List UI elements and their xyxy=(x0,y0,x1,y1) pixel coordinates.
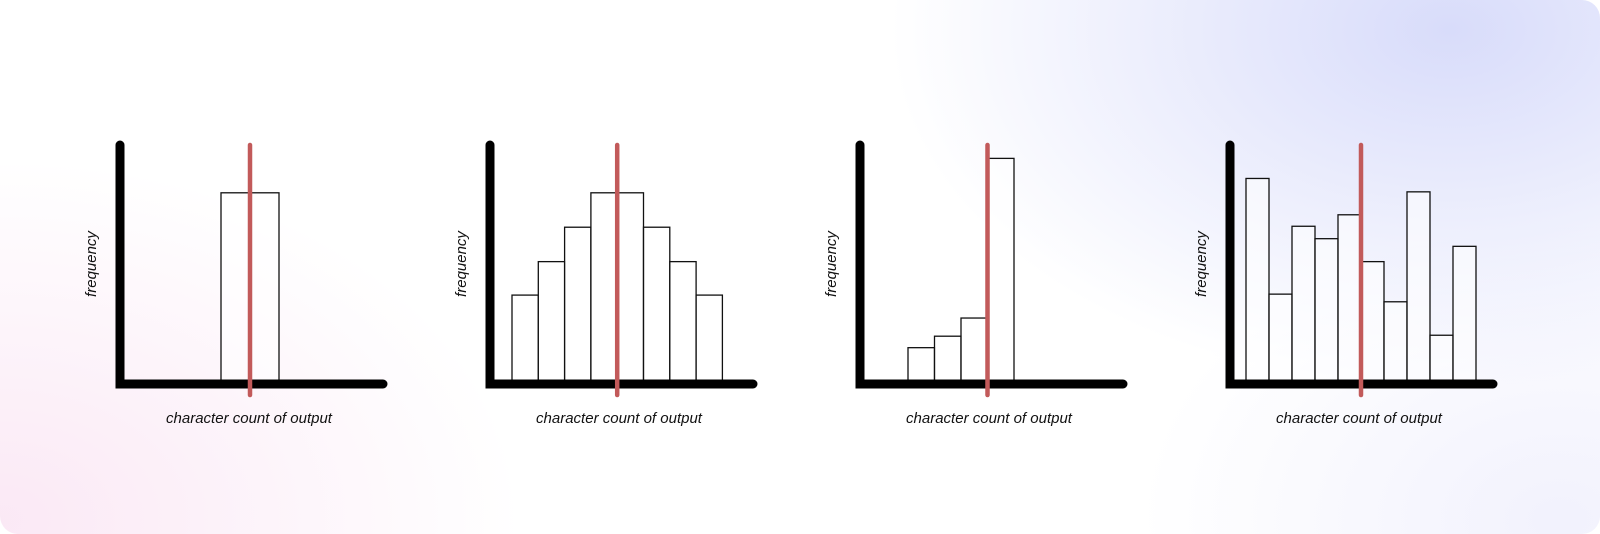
histogram-bar xyxy=(960,317,989,385)
histogram-2-svg: frequency character count of output xyxy=(453,140,758,427)
axes xyxy=(115,140,388,389)
histogram-bar xyxy=(695,294,724,385)
x-axis-label: character count of output xyxy=(1276,410,1443,427)
axes xyxy=(855,140,1128,389)
histogram-bar xyxy=(642,226,671,385)
histogram-4: frequency character count of output xyxy=(1190,0,1590,534)
axes xyxy=(1225,140,1498,389)
histogram-bar xyxy=(1245,177,1270,385)
axes xyxy=(485,140,758,389)
histogram-bar xyxy=(1360,260,1385,385)
y-axis-label: frequency xyxy=(453,230,470,297)
histogram-bar xyxy=(616,192,645,385)
histogram-bar xyxy=(220,192,251,385)
histogram-bar xyxy=(249,192,280,385)
x-axis-label: character count of output xyxy=(166,410,333,427)
histogram-bar xyxy=(537,260,566,385)
y-axis-label: frequency xyxy=(823,230,840,297)
y-axis-label: frequency xyxy=(1193,230,1210,297)
histogram-bar xyxy=(1268,293,1293,385)
histogram-bar xyxy=(590,192,618,385)
x-axis-label: character count of output xyxy=(536,410,703,427)
histogram-bar xyxy=(1383,301,1408,385)
histogram-bar xyxy=(511,294,539,385)
histogram-bar xyxy=(1452,245,1477,385)
histogram-bar xyxy=(1314,238,1339,385)
histogram-4-svg: frequency character count of output xyxy=(1193,140,1498,427)
histogram-3-svg: frequency character count of output xyxy=(823,140,1128,427)
histogram-bar xyxy=(907,347,936,385)
histogram-bar xyxy=(1406,191,1431,385)
y-axis-label: frequency xyxy=(83,230,100,297)
histogram-bar xyxy=(1429,334,1454,385)
histogram-bar xyxy=(986,157,1015,385)
histogram-bar xyxy=(1337,214,1362,385)
x-axis-label: character count of output xyxy=(906,410,1073,427)
histogram-1: frequency character count of output xyxy=(80,0,480,534)
histogram-bar xyxy=(1291,225,1316,385)
histogram-bar xyxy=(933,335,962,385)
histogram-1-svg: frequency character count of output xyxy=(83,140,388,427)
histogram-bar xyxy=(669,260,697,385)
histogram-2: frequency character count of output xyxy=(450,0,850,534)
histogram-bar xyxy=(563,226,592,385)
histogram-3: frequency character count of output xyxy=(820,0,1220,534)
